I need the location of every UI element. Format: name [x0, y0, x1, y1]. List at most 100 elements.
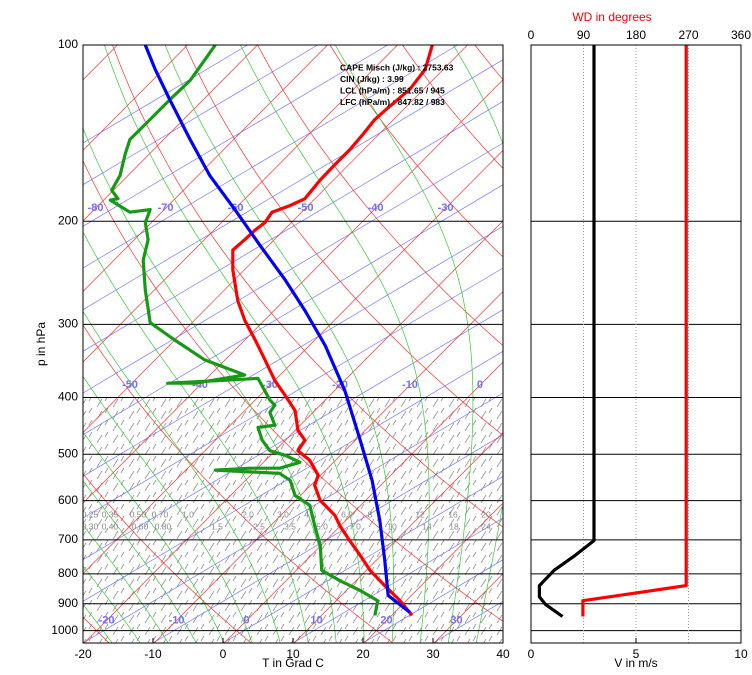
right-frame: [530, 44, 742, 644]
mixing-ratio-label: 10: [387, 521, 397, 531]
isotherm: [293, 432, 503, 643]
mixing-ratio-label: 2.0: [242, 509, 254, 519]
background-line: [83, 225, 503, 477]
left-frame: [82, 44, 504, 644]
isotherm: [223, 361, 503, 643]
isotherm-label: -10: [169, 614, 185, 626]
profile-line: [231, 45, 434, 617]
x-tick-label: 20: [356, 647, 370, 661]
profile-line: [537, 45, 596, 618]
mixing-ratio-label: 0.80: [155, 521, 172, 531]
profile-line: [581, 45, 688, 617]
isotherm-label: -20: [99, 614, 115, 626]
moist-adiabat: [240, 45, 430, 643]
background-line: [83, 267, 503, 519]
x-tick-label: 40: [496, 647, 510, 661]
background-line: [83, 184, 503, 436]
y-tick-label: 200: [58, 213, 78, 227]
chart-title: WD in degrees: [572, 10, 651, 24]
background-line: [83, 45, 458, 269]
isotherm-label: 10: [310, 614, 322, 626]
profile-line: [143, 45, 411, 614]
dry-adiabat: [83, 324, 394, 643]
y-tick-label: 800: [58, 566, 78, 580]
isotherm: [153, 290, 503, 643]
isotherm-label: -50: [122, 379, 138, 391]
x2-tick-label: 360: [731, 28, 751, 42]
hatch-area: [83, 397, 503, 643]
background-line: [83, 142, 503, 394]
moist-adiabat: [83, 127, 337, 643]
x-tick-label: 30: [426, 647, 440, 661]
x-axis-label: T in Grad C: [262, 656, 324, 670]
y-tick-label: 700: [58, 532, 78, 546]
isotherm-label: 30: [450, 614, 462, 626]
isotherm: [83, 79, 503, 504]
moist-adiabat: [83, 231, 309, 643]
mixing-ratio-label: 16: [448, 509, 458, 519]
y-tick-label: 1000: [51, 623, 78, 637]
annotation: LFC (hPa/m) : 847.82 / 983: [340, 97, 445, 107]
mixing-ratio-label: 3.5: [284, 521, 296, 531]
background-line: [83, 392, 503, 643]
mixing-ratio-label: 0.60: [132, 521, 149, 531]
mixing-ratio-label: 7.0: [349, 521, 361, 531]
x-tick-label: 10: [734, 647, 748, 661]
mixing-ratio-label: 20: [481, 509, 491, 519]
mixing-ratio-label: 0.40: [102, 521, 119, 531]
annotation: CAPE Misch (J/kg) : 2753.63: [340, 62, 454, 72]
y-tick-label: 100: [58, 37, 78, 51]
x-tick-label: -10: [144, 647, 162, 661]
x2-tick-label: 180: [626, 28, 646, 42]
profile-line: [108, 45, 380, 616]
dry-adiabat: [112, 45, 503, 528]
mixing-ratio-label: 6.0: [341, 509, 353, 519]
x-tick-label: 10: [286, 647, 300, 661]
y-tick-label: 400: [58, 390, 78, 404]
mixing-ratio-label: 0.50: [130, 509, 147, 519]
isotherm-label: -80: [88, 202, 104, 214]
mixing-ratio-label: 2.5: [253, 521, 265, 531]
dry-adiabat: [184, 45, 503, 436]
isotherm: [363, 502, 503, 643]
x-axis-label: V in m/s: [614, 656, 657, 670]
mixing-ratio-label: 1.5: [211, 521, 223, 531]
isotherm-label: -50: [298, 202, 314, 214]
isotherm-label: -70: [158, 202, 174, 214]
background-line: [292, 517, 503, 643]
moist-adiabat: [453, 45, 503, 643]
x-tick-label: 0: [220, 647, 227, 661]
mixing-ratio-label: 1.0: [182, 509, 194, 519]
isotherm-label: -30: [438, 202, 454, 214]
background-line: [83, 350, 503, 602]
y-tick-label: 900: [58, 596, 78, 610]
isotherm: [83, 45, 398, 363]
background-line: [83, 45, 318, 186]
annotation: CIN (J/kg) : 3.99: [340, 74, 404, 84]
mixing-ratio-label: 0.30: [82, 521, 99, 531]
x-tick-label: 0: [528, 647, 535, 661]
mixing-ratio-label: 12: [415, 509, 425, 519]
x-tick-label: -20: [74, 647, 92, 661]
dry-adiabat: [83, 473, 252, 643]
isotherm-label: 20: [380, 614, 392, 626]
x2-tick-label: 90: [577, 28, 591, 42]
mixing-ratio-label: 0.70: [152, 509, 169, 519]
dry-adiabat: [83, 159, 503, 622]
mixing-ratio-label: 4.0: [304, 509, 316, 519]
moist-adiabat: [83, 565, 141, 643]
isotherm-label: 0: [243, 614, 249, 626]
moist-adiabat: [83, 375, 253, 643]
mixing-ratio-label: 0.25: [82, 509, 99, 519]
moist-adiabat: [83, 480, 197, 643]
isotherm-label: -10: [402, 379, 418, 391]
background-line: [83, 59, 503, 311]
y-tick-label: 600: [58, 493, 78, 507]
isotherm: [83, 45, 188, 151]
mixing-ratio-label: 3.0: [277, 509, 289, 519]
y-tick-label: 500: [58, 446, 78, 460]
dry-adiabat: [257, 45, 503, 346]
background-line: [222, 475, 503, 643]
